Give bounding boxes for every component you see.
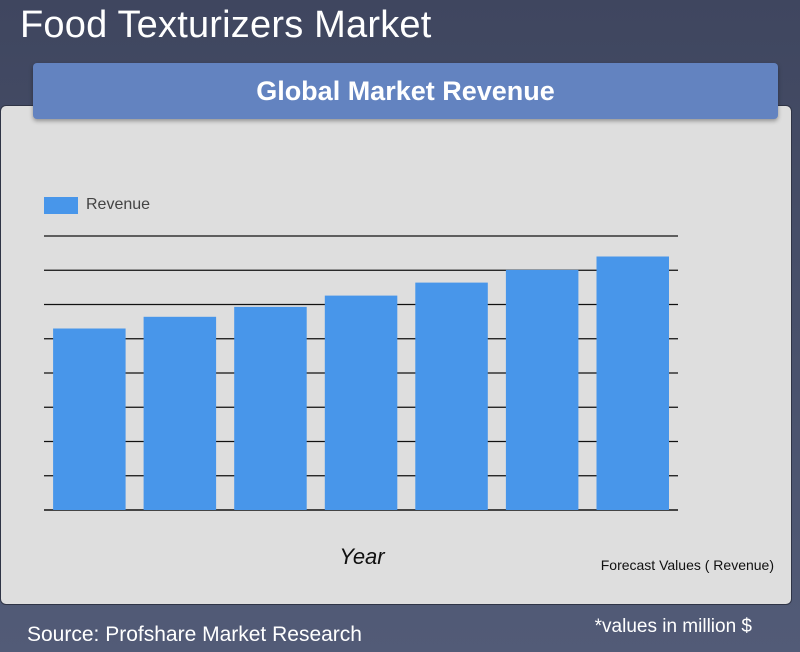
source-text: Source: Profshare Market Research xyxy=(27,623,362,646)
chart-title: Global Market Revenue xyxy=(256,75,555,106)
page-title: Food Texturizers Market xyxy=(20,4,432,46)
bar-revenue-6 xyxy=(505,269,579,510)
x-axis-label: Year xyxy=(339,544,385,569)
legend-label-revenue: Revenue xyxy=(86,196,151,213)
legend-swatch xyxy=(44,196,78,214)
forecast-note: Forecast Values ( Revenue) xyxy=(600,557,774,573)
legend: Revenue xyxy=(44,196,150,214)
bar-revenue-4 xyxy=(324,295,398,510)
units-note: *values in million $ xyxy=(594,616,752,637)
header-banner: Global Market Revenue xyxy=(33,63,778,119)
bar-revenue-1 xyxy=(53,328,126,510)
bar-revenue-7 xyxy=(596,256,669,510)
bars xyxy=(53,256,669,510)
bar-revenue-5 xyxy=(415,282,488,510)
bar-revenue-2 xyxy=(143,316,217,510)
bar-revenue-3 xyxy=(234,306,307,510)
